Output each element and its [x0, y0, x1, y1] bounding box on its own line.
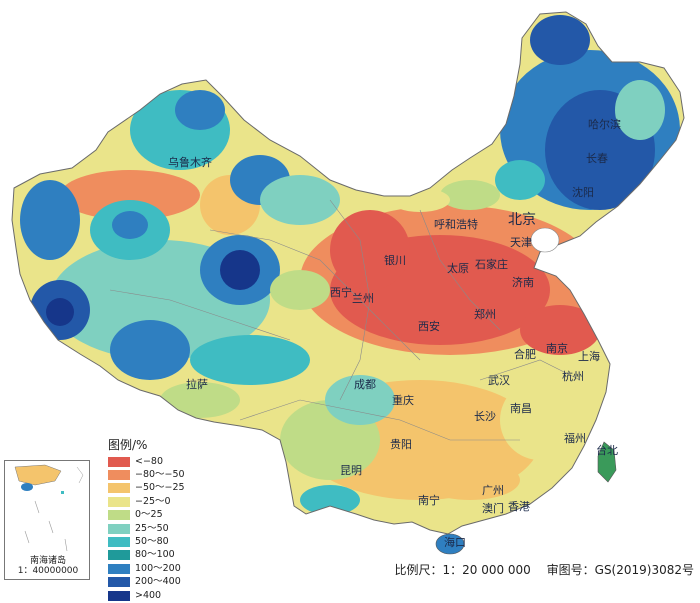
legend-swatch [108, 496, 130, 507]
legend-swatch [108, 456, 130, 467]
legend-item: >400 [108, 590, 200, 601]
city-label-lasa: 拉萨 [186, 377, 208, 391]
city-label-nanjing: 南京 [546, 341, 568, 355]
legend-item: −80～−50 [108, 469, 200, 481]
city-label-xian: 西安 [418, 319, 440, 333]
province-borders [109, 199, 581, 441]
legend-label: >400 [135, 589, 162, 601]
inset-map [14, 464, 84, 552]
map-footer: 比例尺：1：20 000 000 审图号：GS(2019)3082号 [382, 561, 694, 578]
city-label-xining: 西宁 [330, 285, 352, 299]
legend-swatch [108, 523, 130, 534]
legend-item: 100～200 [108, 563, 200, 574]
legend-label: −80～−50 [135, 469, 185, 481]
legend-swatch [108, 577, 130, 588]
review-number: 审图号：GS(2019)3082号 [546, 563, 694, 577]
city-label-zhengzhou: 郑州 [474, 307, 496, 321]
legend-label: 25～50 [135, 522, 169, 534]
city-label-wulumuqi: 乌鲁木齐 [168, 155, 212, 169]
legend-swatch [108, 590, 130, 601]
legend-swatch [108, 483, 130, 494]
legend-swatch [108, 550, 130, 561]
city-label-huhehaote: 呼和浩特 [434, 217, 478, 231]
city-label-nanning: 南宁 [418, 493, 440, 507]
city-label-nanchang: 南昌 [510, 402, 532, 415]
city-label-changchun: 长春 [586, 152, 608, 165]
city-label-taiyuan: 太原 [447, 262, 469, 275]
legend: 图例/% <−80 −80～−50 −50～−25 −25～0 0～25 25～50 50～… [108, 436, 200, 603]
city-label-xianggang: 香港 [508, 500, 530, 513]
legend-label: 100～200 [135, 562, 181, 574]
legend-item: −50～−25 [108, 483, 200, 494]
inset-caption: 南海诸岛 1：40000000 [8, 556, 88, 576]
legend-label: 200～400 [135, 576, 181, 588]
city-label-aomen: 澳门 [482, 501, 504, 515]
city-label-shijiazhuang: 石家庄 [475, 257, 508, 271]
legend-label: 0～25 [135, 509, 163, 521]
city-label-taibei: 台北 [596, 443, 618, 457]
legend-label: <−80 [135, 455, 164, 467]
china-map: 乌鲁木齐 哈尔滨 长春 沈阳 呼和浩特 北京 天津 石家庄 太原 济南 银川 西… [11, 11, 685, 555]
legend-item: <−80 [108, 456, 200, 467]
city-label-wuhan: 武汉 [488, 374, 510, 387]
legend-title: 图例/% [108, 438, 148, 452]
city-label-guangzhou: 广州 [482, 484, 504, 497]
city-label-chengdu: 成都 [354, 378, 376, 391]
china-outline [11, 11, 685, 535]
city-label-lanzhou: 兰州 [352, 292, 374, 305]
city-label-guiyang: 贵阳 [390, 438, 412, 451]
scale-text: 比例尺：1：20 000 000 [394, 563, 531, 577]
city-label-beijing: 北京 [508, 212, 536, 228]
city-label-tianjin: 天津 [510, 236, 532, 249]
legend-label: 80～100 [135, 549, 175, 561]
legend-item: 25～50 [108, 523, 200, 534]
legend-item: 50～80 [108, 536, 200, 548]
legend-item: −25～0 [108, 496, 200, 507]
legend-swatch [108, 537, 130, 548]
legend-item: 80～100 [108, 550, 200, 561]
legend-item: 0～25 [108, 510, 200, 521]
legend-swatch [108, 470, 130, 481]
south-china-sea-inset [4, 460, 90, 580]
hainan-island [435, 533, 465, 555]
city-label-hefei: 合肥 [514, 347, 536, 361]
city-label-fuzhou: 福州 [564, 431, 586, 445]
inset-caption-title: 南海诸岛 [29, 556, 66, 566]
taiwan-island [597, 441, 617, 483]
legend-swatch [108, 510, 130, 521]
city-label-jinan: 济南 [512, 275, 534, 289]
city-label-changsha: 长沙 [474, 410, 496, 423]
city-label-haikou: 海口 [444, 535, 466, 549]
city-label-shanghai: 上海 [578, 349, 600, 363]
legend-rows: <−80 −80～−50 −50～−25 −25～0 0～25 25～50 50～80 80～… [108, 456, 200, 601]
legend-swatch [108, 563, 130, 574]
bohai-sea [530, 227, 560, 253]
legend-label: 50～80 [135, 536, 169, 548]
legend-item: 200～400 [108, 577, 200, 588]
city-label-hangzhou: 杭州 [562, 369, 584, 383]
legend-label: −25～0 [135, 495, 171, 507]
legend-label: −50～−25 [135, 482, 185, 494]
city-label-chongqing: 重庆 [392, 393, 414, 407]
city-label-shenyang: 沈阳 [572, 185, 594, 199]
inset-caption-scale: 1：40000000 [17, 566, 79, 576]
city-label-yinchuan: 银川 [384, 253, 406, 267]
city-label-haerbin: 哈尔滨 [588, 117, 621, 131]
city-label-kunming: 昆明 [340, 464, 362, 477]
